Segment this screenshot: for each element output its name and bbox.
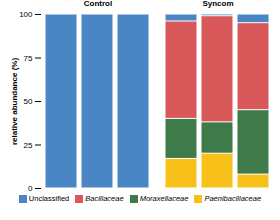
svg-text:0: 0: [28, 184, 33, 193]
svg-text:25: 25: [24, 141, 33, 150]
html-text:Bacillaceae: Bacillaceae: [85, 194, 124, 203]
svg-text:Control: Control: [84, 0, 112, 8]
svg-text:Syncom: Syncom: [202, 0, 233, 8]
html-text:Moraxellaceae: Moraxellaceae: [139, 194, 189, 203]
html-text:Unclassified: Unclassified: [28, 194, 70, 203]
svg-text:relative abundance (%): relative abundance (%): [10, 58, 19, 145]
svg-text:100: 100: [19, 10, 33, 19]
html-text:Paenibacillaceae: Paenibacillaceae: [204, 194, 262, 203]
svg-text:50: 50: [24, 97, 33, 106]
svg-text:75: 75: [24, 54, 33, 63]
